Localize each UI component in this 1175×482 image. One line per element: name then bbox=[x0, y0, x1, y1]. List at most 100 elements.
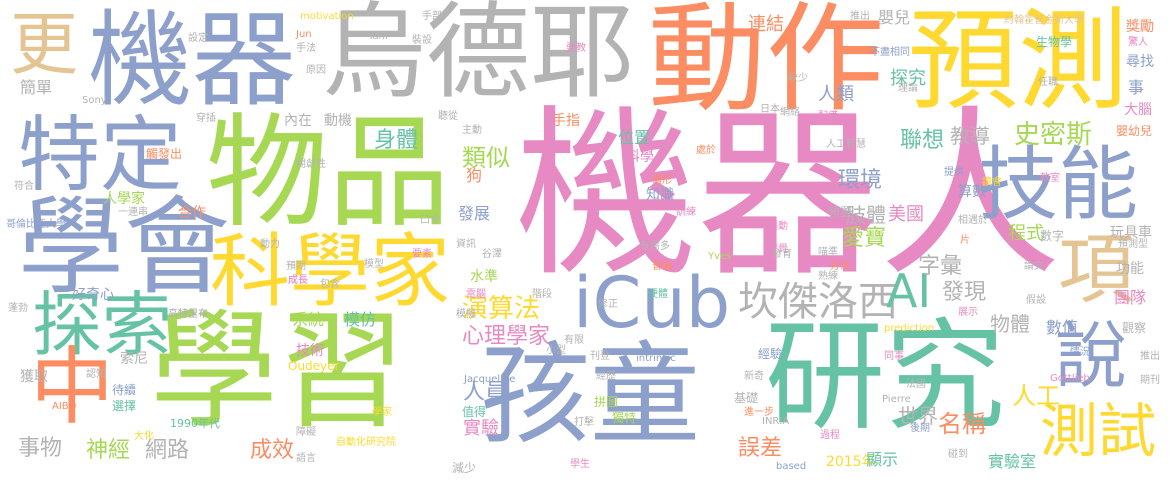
word-haoqixin: 好奇心 bbox=[72, 287, 114, 303]
word-based: based bbox=[776, 461, 807, 472]
word-youxuduo: 有需多 bbox=[640, 241, 670, 252]
word-guancha: 觀察 bbox=[1122, 321, 1147, 335]
word-shouzhi: 手指 bbox=[552, 113, 580, 129]
word-geng: 更 bbox=[10, 6, 79, 85]
word-shijie: 世界 bbox=[898, 404, 938, 428]
word-zihui: 字彙 bbox=[918, 254, 963, 279]
word-prediction: prediction bbox=[884, 323, 935, 334]
word-shiwu: 事物 bbox=[18, 436, 63, 461]
word-yuanyin: 原因 bbox=[306, 65, 326, 76]
word-lilun: 理論 bbox=[898, 83, 918, 94]
word-wucha: 誤差 bbox=[738, 436, 783, 461]
word-kouling: 口令 bbox=[420, 215, 440, 226]
word-jiashe: 假設 bbox=[1026, 295, 1046, 306]
word-dongli: 動力 bbox=[260, 239, 280, 250]
word-shuizhun: 水準 bbox=[470, 269, 498, 285]
word-renzhi: 認知 bbox=[86, 369, 106, 380]
word-renlei: 人類 bbox=[818, 84, 854, 105]
word-xunlian: 訓練 bbox=[676, 207, 696, 218]
word-wuti: 物體 bbox=[990, 312, 1030, 336]
word-wupin: 物品 bbox=[206, 102, 450, 244]
word-moxing: 模型 bbox=[364, 259, 384, 270]
word-sony: Sony bbox=[82, 95, 107, 106]
word-miaozhun: 喵準 bbox=[818, 247, 838, 258]
word-lianxiang: 聯想 bbox=[900, 128, 945, 153]
word-hezuo: 合作 bbox=[178, 205, 206, 221]
word-aibao: 愛寶 bbox=[842, 226, 887, 251]
word-yuyan: 語言 bbox=[296, 453, 316, 464]
word-zhide: 值得 bbox=[462, 405, 487, 419]
word-wanglu: 網路 bbox=[145, 438, 190, 463]
word-aibo: AIBO bbox=[52, 401, 77, 412]
word-teding: 特定 bbox=[18, 108, 183, 203]
word-xinlixuejia: 心理學家 bbox=[462, 324, 551, 349]
word-xianshi: 顯示 bbox=[866, 450, 899, 469]
word-yanjiu: 研究 bbox=[765, 308, 1005, 447]
word-peibei: 配備 bbox=[818, 111, 838, 122]
word-yuce: 預測 bbox=[908, 0, 1128, 125]
word-jiaoshi: 教室 bbox=[1040, 173, 1060, 184]
word-jieduan: 階段 bbox=[532, 289, 552, 300]
word-yuehan: 約翰霍普金斯大學 bbox=[1004, 15, 1084, 26]
word-jinyibu: 進一步 bbox=[744, 407, 774, 418]
word-gottlieb: Gottlieb bbox=[1050, 373, 1090, 384]
word-guze: 谷澤 bbox=[482, 249, 502, 260]
word-yilianchuan: 一連串 bbox=[118, 207, 148, 218]
word-fayu: 發育 bbox=[772, 249, 792, 260]
word-rengongzhihui: 人工智慧 bbox=[826, 139, 866, 150]
word-tingcong: 聽從 bbox=[438, 111, 458, 122]
word-shuo: 說 bbox=[1055, 314, 1128, 398]
word-tuandui: 團隊 bbox=[1114, 288, 1147, 307]
word-daji: 打擊 bbox=[574, 417, 594, 428]
word-chengshi: 程式 bbox=[1008, 223, 1044, 244]
word-leisi: 類似 bbox=[462, 144, 510, 172]
word-tanjiu: 探究 bbox=[890, 68, 926, 89]
word-1990niandai: 1990年代 bbox=[170, 417, 220, 430]
word-jun: Jun bbox=[296, 29, 312, 40]
word-shulian: 熟練 bbox=[818, 271, 838, 282]
word-gou: 狗 bbox=[466, 166, 483, 185]
word-xuehui: 學會 bbox=[18, 186, 230, 309]
word-gongneng: 功能 bbox=[1116, 261, 1144, 277]
word-chuancha: 穿插 bbox=[196, 113, 216, 124]
word-huoqu: 獲取 bbox=[20, 369, 48, 385]
word-renzhi2: 任職 bbox=[1038, 77, 1058, 88]
word-2015nian: 2015年 bbox=[826, 454, 876, 470]
word-lunwen: 論文 bbox=[1024, 261, 1044, 272]
word-daixu: 待續 bbox=[112, 383, 137, 397]
word-shenjing: 神經 bbox=[86, 438, 131, 463]
word-tani: Tani bbox=[368, 31, 388, 42]
word-kanjieluoxi: 坎傑洛西 bbox=[738, 279, 898, 325]
word-chengzhang2: 成長 bbox=[288, 275, 308, 286]
word-tigong: 提供 bbox=[944, 167, 964, 178]
word-renxuejia: 人學家 bbox=[103, 191, 145, 207]
word-moni: 模擬 bbox=[456, 309, 476, 320]
word-jishu: 技術 bbox=[296, 343, 324, 359]
word-yves: Yves bbox=[708, 251, 732, 262]
word-xuesheng: 學生 bbox=[570, 459, 590, 470]
word-yaojiao: 要教 bbox=[566, 43, 586, 54]
word-bujin: 不盡相同 bbox=[870, 47, 910, 58]
word-shiyan: 實驗 bbox=[463, 418, 499, 439]
word-qudong: 驅動 bbox=[768, 221, 788, 232]
word-jiangli: 獎勵 bbox=[1126, 19, 1154, 35]
word-wanjuche: 玩具車 bbox=[1110, 225, 1152, 241]
word-jiaoshao: 較少 bbox=[788, 73, 808, 84]
word-kexue: 科學 bbox=[626, 149, 654, 165]
word-wudeye: 烏德耶 bbox=[322, 0, 635, 113]
word-shoufa: 手法 bbox=[296, 43, 316, 54]
word-guocheng: 過程 bbox=[820, 430, 840, 441]
word-dongzuo: 動作 bbox=[648, 0, 885, 128]
word-dute: 獨特 bbox=[612, 411, 637, 425]
word-tansuo: 探索 bbox=[32, 284, 172, 366]
word-jiaodao: 教導 bbox=[950, 124, 990, 148]
word-yaosu: 要素 bbox=[412, 249, 432, 260]
word-mofang: 模仿 bbox=[344, 310, 377, 329]
word-jacqueline: Jacqueline bbox=[464, 374, 516, 385]
word-faxian: 發現 bbox=[942, 280, 987, 305]
word-houqi: 後期 bbox=[910, 423, 930, 434]
word-tongshi: 同事 bbox=[884, 351, 904, 362]
word-suoni: 索尼 bbox=[120, 351, 148, 367]
word-zhuangshe: 裝設 bbox=[412, 35, 432, 46]
